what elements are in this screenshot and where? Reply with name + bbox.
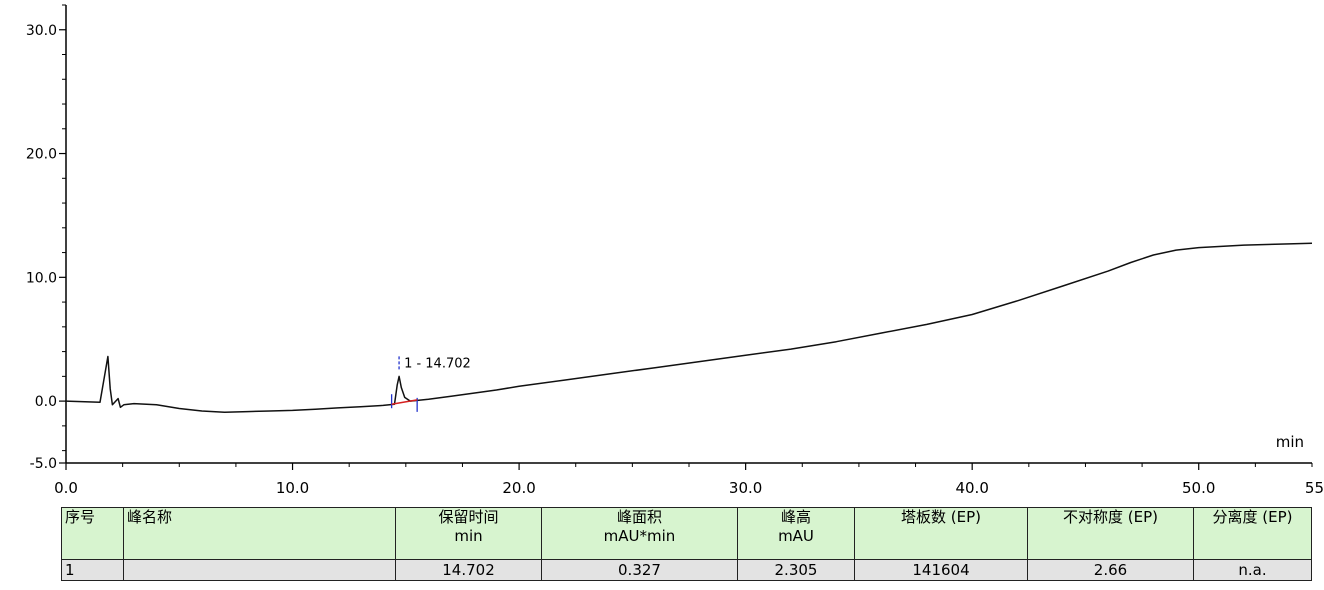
header-peak-name: 峰名称 [123, 507, 396, 560]
cell-plates: 141604 [854, 559, 1028, 581]
cell-resolution: n.a. [1193, 559, 1312, 581]
peak-label: 1 - 14.702 [404, 356, 471, 371]
cell-index: 1 [61, 559, 124, 581]
y-tick-label: 20.0 [26, 147, 57, 163]
cell-retention-time: 14.702 [395, 559, 542, 581]
x-tick-label: 30.0 [729, 479, 762, 497]
x-tick-label: 20.0 [502, 479, 535, 497]
header-peak-area: 峰面积 mAU*min [541, 507, 738, 560]
x-axis-unit-label: min [1276, 433, 1304, 451]
chart-axes [65, 5, 1312, 464]
chromatogram-trace [65, 242, 1313, 413]
header-plates: 塔板数 (EP) [854, 507, 1028, 560]
x-tick-label: 55 [1305, 479, 1324, 497]
axis-ticks [59, 4, 1313, 470]
y-tick-label: 0.0 [35, 394, 57, 410]
header-peak-height: 峰高 mAU [737, 507, 855, 560]
x-tick-label: 0.0 [54, 479, 78, 497]
table-header-row: 序号 峰名称 保留时间 min 峰面积 mAU*min 峰高 mAU 塔板数 (… [61, 507, 1312, 560]
x-tick-label: 40.0 [955, 479, 988, 497]
cell-asymmetry: 2.66 [1027, 559, 1194, 581]
y-tick-label: 10.0 [26, 270, 57, 286]
header-index: 序号 [61, 507, 124, 560]
chromatogram-chart: -5.0 0.0 10.0 20.0 30.0 0.0 10.0 20.0 30.0 40.0 50… [26, 4, 1324, 497]
header-retention-time: 保留时间 min [395, 507, 542, 560]
x-tick-label: 50.0 [1182, 479, 1215, 497]
peak-results-table: 序号 峰名称 保留时间 min 峰面积 mAU*min 峰高 mAU 塔板数 (… [61, 507, 1312, 581]
chart-marks: 1 - 14.702 [65, 242, 1313, 413]
x-tick-label: 10.0 [276, 479, 309, 497]
tick-labels: -5.0 0.0 10.0 20.0 30.0 0.0 10.0 20.0 30.0 40.0 50… [26, 23, 1324, 497]
cell-peak-height: 2.305 [737, 559, 855, 581]
y-tick-label: -5.0 [30, 456, 57, 472]
table-row: 1 14.702 0.327 2.305 141604 2.66 n.a. [61, 559, 1312, 581]
peak-baseline [391, 399, 418, 405]
header-asymmetry: 不对称度 (EP) [1027, 507, 1194, 560]
y-tick-label: 30.0 [26, 23, 57, 39]
cell-peak-name [123, 559, 396, 581]
cell-peak-area: 0.327 [541, 559, 738, 581]
header-resolution: 分离度 (EP) [1193, 507, 1312, 560]
